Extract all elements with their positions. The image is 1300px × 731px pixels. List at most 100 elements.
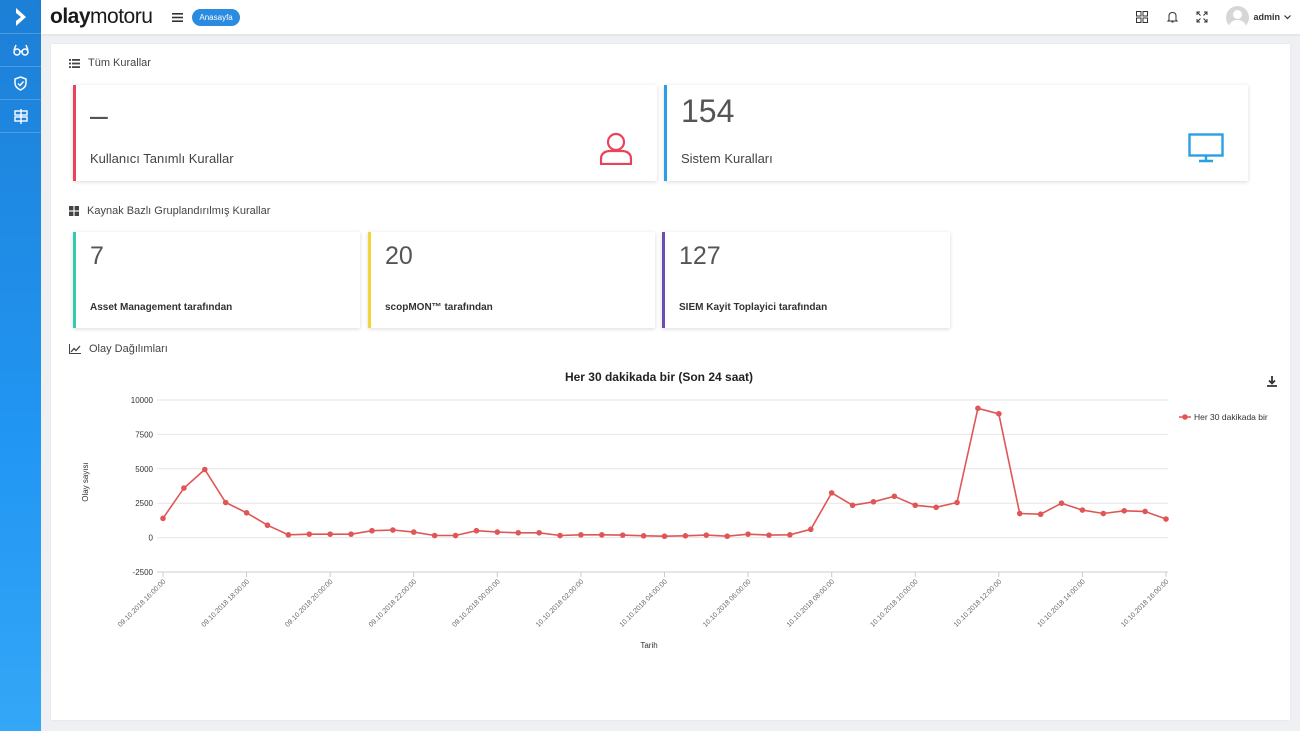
data-point[interactable] bbox=[410, 529, 417, 535]
apps-grid-button[interactable] bbox=[1134, 9, 1150, 25]
breadcrumb-home[interactable]: Anasayfa bbox=[192, 8, 240, 26]
x-tick-label: 10.10.2018 08:00:00 bbox=[786, 578, 836, 628]
siem-value: 127 bbox=[679, 242, 721, 270]
legend-label: Her 30 dakikada bir bbox=[1194, 412, 1268, 422]
x-tick-label: 09.10.2018 22:00:00 bbox=[368, 578, 418, 628]
user-rules-label: Kullanıcı Tanımlı Kurallar bbox=[90, 151, 234, 166]
data-point[interactable] bbox=[536, 529, 542, 536]
data-point[interactable] bbox=[1121, 507, 1128, 514]
data-point[interactable] bbox=[557, 532, 563, 539]
data-point[interactable] bbox=[891, 493, 898, 500]
data-point[interactable] bbox=[724, 533, 730, 540]
user-menu[interactable]: admin bbox=[1224, 5, 1291, 29]
expand-icon bbox=[1196, 11, 1208, 23]
data-point[interactable] bbox=[828, 490, 835, 496]
data-point[interactable] bbox=[327, 531, 333, 537]
data-point[interactable] bbox=[222, 499, 229, 506]
sidebar-item-rules[interactable] bbox=[0, 100, 41, 133]
scopmon-card[interactable]: 20 scopMON™ tarafından bbox=[368, 232, 655, 328]
scopmon-label: scopMON™ tarafından bbox=[385, 302, 493, 313]
data-point[interactable] bbox=[640, 533, 647, 539]
app-logo[interactable] bbox=[0, 0, 41, 34]
data-point[interactable] bbox=[181, 485, 187, 491]
data-point[interactable] bbox=[348, 531, 354, 537]
download-button[interactable] bbox=[1267, 376, 1277, 387]
menu-toggle-button[interactable] bbox=[172, 12, 184, 22]
data-point[interactable] bbox=[1016, 510, 1023, 517]
x-tick-label: 09.10.2018 18:00:00 bbox=[201, 578, 251, 628]
download-icon bbox=[1267, 376, 1277, 387]
y-tick-label: 2500 bbox=[135, 499, 153, 508]
data-point[interactable] bbox=[473, 527, 480, 534]
data-point[interactable] bbox=[201, 466, 208, 473]
siem-card[interactable]: 127 SIEM Kayit Toplayici tarafından bbox=[662, 232, 950, 328]
data-point[interactable] bbox=[390, 527, 396, 533]
signpost-icon bbox=[13, 108, 28, 124]
data-point[interactable] bbox=[682, 533, 689, 539]
data-point[interactable] bbox=[766, 532, 772, 538]
data-point[interactable] bbox=[515, 529, 522, 536]
grid-blocks-icon bbox=[69, 206, 79, 216]
sidebar-item-shield[interactable] bbox=[0, 67, 41, 100]
data-point[interactable] bbox=[703, 532, 710, 538]
data-point[interactable] bbox=[1142, 508, 1148, 515]
asset-management-card[interactable]: 7 Asset Management tarafından bbox=[73, 232, 360, 328]
data-point[interactable] bbox=[661, 533, 668, 540]
chart-title: Her 30 dakikada bir (Son 24 saat) bbox=[565, 370, 753, 384]
y-tick-label: 0 bbox=[149, 534, 154, 543]
data-point[interactable] bbox=[870, 499, 877, 505]
brand-logo[interactable]: olaymotoru bbox=[50, 5, 153, 28]
top-header: olaymotoru Anasayfa admin bbox=[41, 0, 1300, 34]
data-point[interactable] bbox=[996, 410, 1002, 417]
legend[interactable]: Her 30 dakikada bir bbox=[1179, 412, 1268, 422]
data-point[interactable] bbox=[264, 522, 271, 529]
user-icon bbox=[599, 132, 633, 165]
data-point[interactable] bbox=[1037, 511, 1044, 518]
user-rules-card[interactable]: – Kullanıcı Tanımlı Kurallar bbox=[73, 85, 657, 181]
system-rules-card[interactable]: 154 Sistem Kuralları bbox=[664, 85, 1248, 181]
data-point[interactable] bbox=[1079, 507, 1086, 513]
section-grouped-rules: Kaynak Bazlı Gruplandırılmış Kurallar bbox=[69, 205, 270, 217]
sidebar-item-glasses[interactable] bbox=[0, 34, 41, 67]
data-point[interactable] bbox=[954, 499, 960, 506]
data-point[interactable] bbox=[912, 502, 919, 509]
x-tick-label: 09.10.2018 20:00:00 bbox=[284, 578, 334, 628]
data-point[interactable] bbox=[975, 405, 981, 412]
data-point[interactable] bbox=[619, 532, 626, 538]
data-point[interactable] bbox=[285, 532, 292, 538]
asset-management-label: Asset Management tarafından bbox=[90, 302, 233, 313]
section-all-rules: Tüm Kurallar bbox=[69, 57, 151, 69]
data-point[interactable] bbox=[431, 532, 438, 539]
notifications-button[interactable] bbox=[1164, 9, 1180, 25]
x-tick-label: 10.10.2018 10:00:00 bbox=[869, 578, 919, 628]
x-tick-label: 10.10.2018 04:00:00 bbox=[619, 578, 669, 628]
data-point[interactable] bbox=[494, 529, 501, 535]
events-chart: Her 30 dakikada bir (Son 24 saat) 10000 7… bbox=[71, 362, 1291, 662]
data-point[interactable] bbox=[452, 532, 459, 539]
y-axis-label: Olay sayısı bbox=[81, 462, 90, 502]
siem-label: SIEM Kayit Toplayici tarafından bbox=[679, 302, 828, 313]
data-point[interactable] bbox=[849, 502, 856, 509]
data-point[interactable] bbox=[369, 527, 375, 534]
x-tick-label: 09.10.2018 00:00:00 bbox=[451, 578, 501, 628]
events-chart-svg: Her 30 dakikada bir (Son 24 saat) 10000 7… bbox=[81, 370, 1277, 650]
data-point[interactable] bbox=[160, 515, 166, 522]
x-tick-label: 10.10.2018 12:00:00 bbox=[953, 578, 1003, 628]
data-point[interactable] bbox=[599, 532, 605, 538]
data-point[interactable] bbox=[933, 504, 939, 511]
line-chart-icon bbox=[69, 344, 81, 354]
section-distribution: Olay Dağılımları bbox=[69, 343, 168, 355]
data-point[interactable] bbox=[745, 531, 751, 537]
scopmon-value: 20 bbox=[385, 242, 413, 270]
data-point[interactable] bbox=[1100, 510, 1107, 517]
data-point[interactable] bbox=[1163, 516, 1169, 522]
system-rules-label: Sistem Kuralları bbox=[681, 151, 773, 166]
data-point[interactable] bbox=[243, 510, 250, 516]
data-point[interactable] bbox=[1058, 500, 1065, 506]
data-point[interactable] bbox=[578, 532, 584, 538]
data-point[interactable] bbox=[306, 531, 313, 537]
chevron-right-logo-icon bbox=[15, 7, 26, 26]
data-point[interactable] bbox=[807, 526, 814, 533]
fullscreen-button[interactable] bbox=[1194, 9, 1210, 25]
data-point[interactable] bbox=[787, 532, 793, 538]
